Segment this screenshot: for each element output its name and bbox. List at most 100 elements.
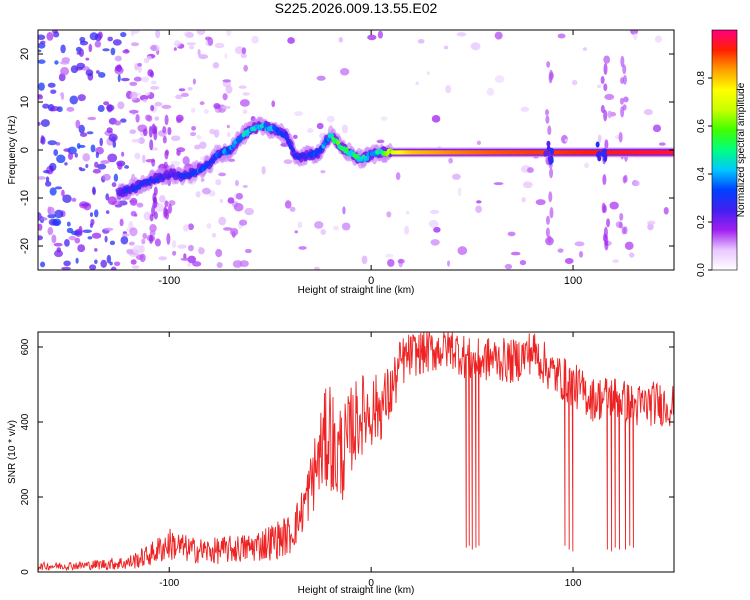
noise-blob	[218, 216, 227, 226]
noise-streak	[153, 125, 158, 134]
noise-streak	[164, 114, 169, 126]
noise-blob	[130, 91, 138, 101]
noise-blob	[527, 167, 534, 174]
noise-blob	[120, 31, 127, 38]
noise-blob	[198, 246, 203, 251]
noise-blob	[229, 227, 239, 237]
noise-blob	[40, 40, 46, 45]
noise-blob	[199, 141, 207, 150]
noise-blob	[139, 94, 149, 101]
noise-blob	[201, 187, 211, 195]
colorbar-label: Normalized spectral amplitude	[736, 82, 747, 217]
noise-blob	[142, 98, 147, 103]
noise-streak	[150, 104, 155, 112]
noise-blob	[456, 32, 467, 37]
noise-blob	[173, 47, 177, 51]
noise-blob	[235, 192, 244, 200]
noise-blob	[320, 228, 327, 236]
noise-blob	[283, 159, 293, 165]
noise-blob	[124, 165, 130, 169]
noise-blob	[38, 223, 43, 231]
noise-blob	[38, 82, 45, 91]
noise-blob	[100, 259, 107, 268]
noise-blob	[53, 149, 59, 156]
noise-blob	[77, 94, 86, 102]
noise-blob	[64, 162, 68, 166]
noise-blob	[78, 48, 84, 57]
noise-streak	[545, 109, 550, 116]
noise-blob	[494, 75, 505, 83]
noise-blob	[187, 223, 195, 231]
noise-streak	[162, 135, 167, 144]
noise-blob	[78, 124, 85, 134]
noise-streak	[547, 125, 552, 136]
noise-blob	[142, 232, 147, 240]
noise-streak	[149, 139, 154, 151]
noise-blob	[405, 210, 410, 215]
noise-streak	[620, 55, 625, 68]
noise-streak	[153, 211, 158, 220]
noise-streak	[603, 63, 608, 76]
noise-streak	[149, 234, 154, 244]
noise-streak	[622, 75, 627, 85]
noise-blob	[70, 65, 79, 74]
noise-blob	[92, 187, 96, 196]
noise-blob	[79, 132, 88, 137]
ridge-perturbation	[602, 148, 607, 155]
spectrogram-x-axis-label: Height of straight line (km)	[298, 285, 415, 296]
noise-blob	[377, 30, 383, 39]
noise-blob	[663, 207, 669, 215]
noise-blob	[38, 95, 44, 100]
noise-streak	[152, 196, 157, 204]
noise-blob	[54, 186, 63, 190]
noise-blob	[155, 30, 161, 39]
noise-blob	[94, 209, 99, 218]
noise-streak	[600, 104, 605, 114]
noise-blob	[79, 40, 89, 46]
noise-blob	[131, 265, 140, 269]
ridge-core	[283, 131, 288, 136]
noise-blob	[85, 163, 89, 169]
noise-blob	[244, 248, 252, 254]
noise-blob	[175, 94, 183, 100]
noise-blob	[215, 129, 220, 137]
noise-blob	[120, 118, 127, 123]
noise-blob	[582, 47, 588, 52]
noise-blob	[298, 246, 307, 250]
noise-blob	[624, 241, 634, 251]
ridge-perturbation	[546, 145, 551, 152]
noise-blob	[243, 64, 248, 72]
noise-blob	[113, 261, 121, 267]
noise-blob	[99, 137, 103, 147]
snr-y-tick-label: 400	[20, 413, 31, 430]
noise-streak	[602, 204, 607, 213]
noise-blob	[242, 109, 248, 115]
noise-blob	[158, 256, 168, 261]
noise-blob	[47, 140, 57, 146]
noise-streak	[153, 186, 158, 196]
noise-blob	[90, 144, 96, 153]
snr-y-tick-label: 200	[20, 488, 31, 505]
noise-blob	[112, 39, 122, 46]
noise-blob	[128, 241, 135, 246]
ridge-perturbation	[595, 141, 600, 148]
noise-blob	[129, 199, 137, 204]
noise-blob	[110, 47, 116, 56]
ridge-core	[671, 150, 674, 155]
colorbar-frame	[711, 29, 738, 271]
noise-blob	[51, 234, 57, 244]
noise-blob	[54, 249, 63, 258]
noise-blob	[107, 153, 118, 163]
noise-blob	[207, 37, 214, 46]
noise-blob	[239, 219, 248, 226]
noise-blob	[138, 137, 145, 145]
noise-blob	[195, 191, 201, 198]
noise-blob	[182, 224, 189, 232]
snr-line	[38, 332, 674, 572]
noise-blob	[102, 48, 110, 52]
noise-blob	[223, 227, 233, 231]
noise-blob	[652, 124, 662, 133]
noise-blob	[154, 238, 161, 247]
noise-streak	[606, 218, 611, 228]
noise-blob	[38, 34, 46, 41]
